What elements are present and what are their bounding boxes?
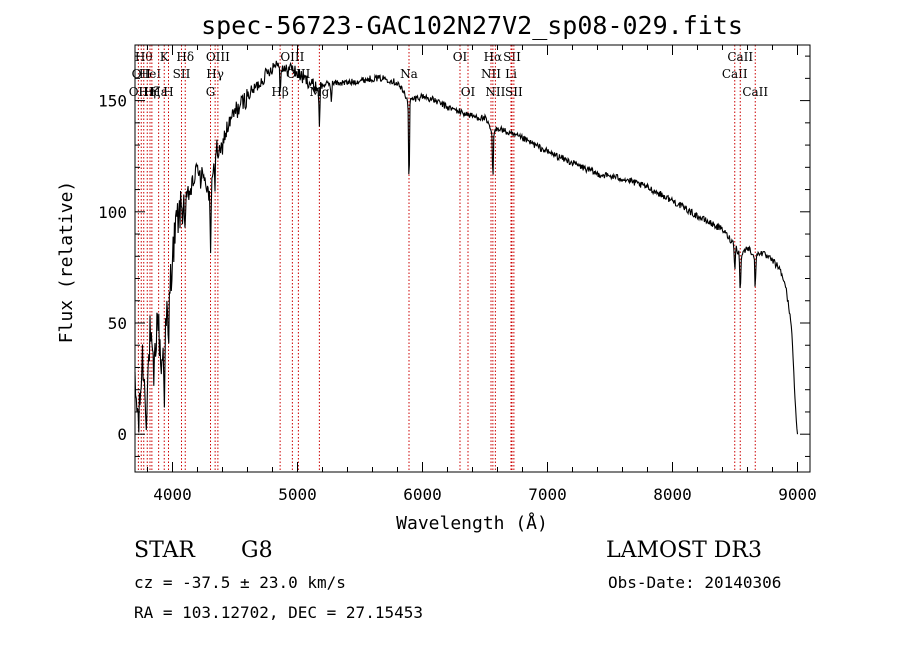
x-tick-label-1: 5000: [278, 485, 317, 504]
marker-label-11: G: [206, 85, 216, 99]
marker-label-5: Hζ: [143, 85, 160, 99]
plot-axes: 4000 5000 6000 7000 8000 9000 0 50 100 150: [98, 44, 817, 504]
survey-name: LAMOST DR3: [606, 538, 762, 563]
x-tick-label-3: 7000: [528, 485, 567, 504]
marker-label-19: OI: [453, 50, 468, 64]
sky-coordinates: RA = 103.12702, DEC = 27.15453: [134, 603, 423, 622]
x-axis-label: Wavelength (Å): [396, 512, 548, 534]
marker-label-28: CaII: [727, 50, 753, 64]
y-tick-label-2: 100: [98, 203, 127, 222]
x-tick-label-0: 4000: [153, 485, 192, 504]
marker-label-6: Hε: [150, 85, 167, 99]
object-class: STAR: [134, 538, 195, 563]
spectrum-line: [134, 60, 799, 435]
marker-label-23: NII: [485, 85, 505, 99]
marker-label-22: Hα: [484, 50, 503, 64]
x-tick-label-4: 8000: [653, 485, 692, 504]
marker-label-26: SII: [505, 85, 523, 99]
marker-label-1: OII: [132, 67, 152, 81]
marker-label-18: Na: [400, 67, 418, 81]
redshift-velocity: cz = -37.5 ± 23.0 km/s: [134, 573, 346, 592]
marker-label-15: OIII: [280, 50, 304, 64]
object-subclass: G8: [241, 538, 273, 563]
emission-line-markers: OIIOIIHθHηHeIHζHεKHSIIHδGHγOIIIHβOIIIOII…: [129, 45, 768, 472]
marker-label-20: OI: [461, 85, 476, 99]
marker-label-17: Mg: [309, 85, 329, 99]
observation-date: Obs-Date: 20140306: [608, 573, 782, 592]
marker-label-4: HeI: [139, 67, 162, 81]
marker-label-8: H: [163, 85, 173, 99]
x-tick-label-5: 9000: [778, 485, 817, 504]
marker-label-10: Hδ: [176, 50, 194, 64]
y-tick-label-1: 50: [108, 314, 127, 333]
marker-label-21: NII: [481, 67, 501, 81]
y-tick-label-0: 0: [117, 425, 127, 444]
chart-title: spec-56723-GAC102N27V2_sp08-029.fits: [201, 11, 743, 40]
marker-label-9: SII: [173, 67, 191, 81]
marker-label-2: Hθ: [135, 50, 153, 64]
marker-label-13: OIII: [206, 50, 230, 64]
spectrum-series: [134, 60, 799, 435]
marker-label-29: CaII: [742, 85, 768, 99]
marker-label-12: Hγ: [206, 67, 224, 81]
y-axis-label: Flux (relative): [56, 181, 77, 344]
marker-label-7: K: [160, 50, 170, 64]
x-tick-label-2: 6000: [403, 485, 442, 504]
y-tick-label-3: 150: [98, 92, 127, 111]
marker-label-27: CaII: [722, 67, 748, 81]
marker-label-24: Li: [505, 67, 517, 81]
marker-label-25: SII: [503, 50, 521, 64]
